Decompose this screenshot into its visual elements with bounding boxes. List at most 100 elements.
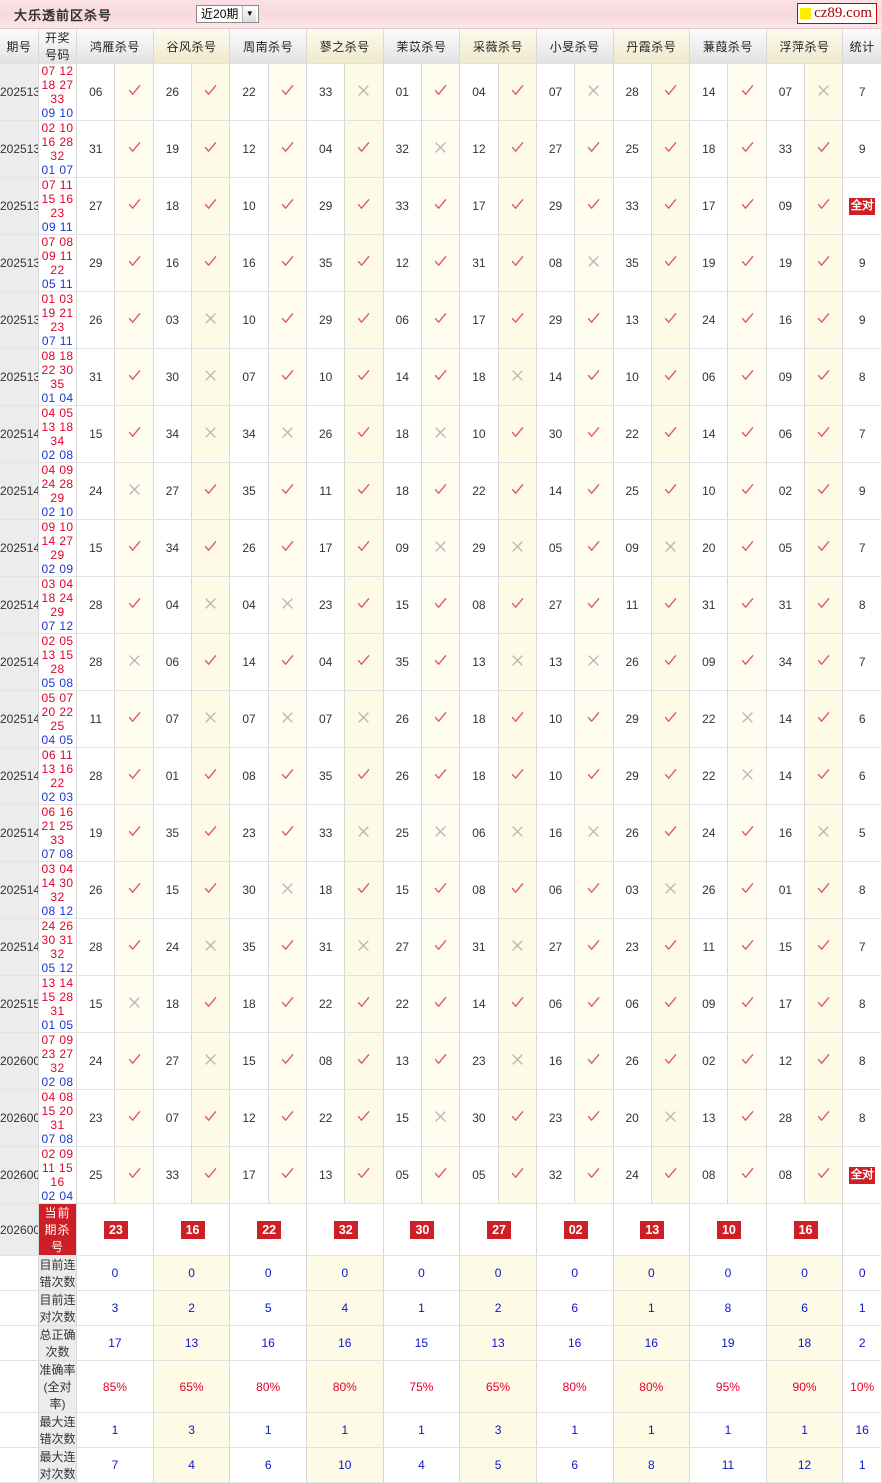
row-winning-numbers: 06 11 13 16 22 02 03 bbox=[38, 747, 78, 805]
kill-number-expert-3: 34 bbox=[229, 405, 269, 463]
page-title: 大乐透前区杀号 bbox=[14, 7, 113, 23]
kill-number-expert-7: 14 bbox=[536, 348, 576, 406]
row-winning-numbers: 09 10 14 27 29 02 09 bbox=[38, 519, 78, 577]
kill-number-expert-6: 08 bbox=[459, 576, 499, 634]
period-select[interactable]: 近20期 ▼ bbox=[196, 5, 260, 23]
result-mark-expert-6 bbox=[498, 234, 537, 292]
miss-cross-icon bbox=[204, 369, 217, 382]
kill-number-expert-9: 06 bbox=[689, 348, 729, 406]
miss-cross-icon bbox=[511, 654, 524, 667]
kill-number-expert-1: 24 bbox=[76, 462, 116, 520]
kill-number-expert-10: 09 bbox=[766, 348, 806, 406]
footer-stat-value-expert-4: 1 bbox=[306, 1412, 384, 1448]
hit-check-icon bbox=[434, 654, 447, 667]
row-winning-numbers: 04 09 24 28 29 02 10 bbox=[38, 462, 78, 520]
hit-check-icon bbox=[664, 768, 677, 781]
kill-number-expert-7: 08 bbox=[536, 234, 576, 292]
kill-number-expert-7: 06 bbox=[536, 975, 576, 1033]
back-area-numbers: 02 04 bbox=[41, 1189, 74, 1203]
hit-check-icon bbox=[204, 768, 217, 781]
front-area-numbers: 13 14 15 28 31 bbox=[41, 976, 74, 1018]
col-header-expert-1: 鸿雁杀号 bbox=[76, 29, 154, 64]
hit-check-icon bbox=[664, 654, 677, 667]
miss-cross-icon bbox=[587, 654, 600, 667]
hit-check-icon bbox=[817, 768, 830, 781]
current-kill-badge: 02 bbox=[563, 1220, 588, 1239]
result-mark-expert-6 bbox=[498, 1146, 537, 1204]
col-header-expert-8: 丹霞杀号 bbox=[613, 29, 691, 64]
hit-check-icon bbox=[664, 255, 677, 268]
footer-stat-value-expert-2: 3 bbox=[153, 1412, 231, 1448]
result-mark-expert-1 bbox=[114, 1032, 154, 1090]
result-mark-expert-5 bbox=[421, 1089, 461, 1147]
miss-cross-icon bbox=[434, 540, 447, 553]
kill-number-expert-8: 25 bbox=[613, 120, 652, 178]
kill-number-expert-3: 12 bbox=[229, 120, 269, 178]
result-mark-expert-2 bbox=[191, 177, 231, 235]
footer-spacer bbox=[0, 1255, 39, 1291]
footer-spacer bbox=[0, 1412, 39, 1448]
hit-check-icon bbox=[587, 768, 600, 781]
back-area-numbers: 02 08 bbox=[41, 448, 74, 462]
footer-stat-value-expert-6: 5 bbox=[459, 1447, 537, 1483]
footer-stat-value-expert-10: 0 bbox=[766, 1255, 844, 1291]
result-mark-expert-10 bbox=[804, 462, 844, 520]
hit-check-icon bbox=[434, 1053, 447, 1066]
kill-number-expert-5: 12 bbox=[383, 234, 422, 292]
kill-number-expert-7: 14 bbox=[536, 462, 576, 520]
hit-check-icon bbox=[128, 369, 141, 382]
result-mark-expert-10 bbox=[804, 804, 844, 862]
kill-number-expert-6: 04 bbox=[459, 63, 499, 121]
hit-check-icon bbox=[511, 882, 524, 895]
kill-number-expert-8: 26 bbox=[613, 804, 652, 862]
result-mark-expert-6 bbox=[498, 291, 537, 349]
row-winning-numbers: 08 18 22 30 35 01 04 bbox=[38, 348, 78, 406]
result-mark-expert-10 bbox=[804, 747, 844, 805]
kill-number-expert-4: 10 bbox=[306, 348, 346, 406]
result-mark-expert-1 bbox=[114, 633, 154, 691]
row-stat: 8 bbox=[842, 348, 882, 406]
col-header-expert-4: 蓼之杀号 bbox=[306, 29, 384, 64]
result-mark-expert-8 bbox=[651, 120, 691, 178]
kill-number-expert-1: 15 bbox=[76, 519, 116, 577]
miss-cross-icon bbox=[817, 84, 830, 97]
hit-check-icon bbox=[511, 426, 524, 439]
kill-number-expert-3: 35 bbox=[229, 462, 269, 520]
footer-stat-value-expert-7: 80% bbox=[536, 1360, 614, 1413]
kill-number-expert-3: 10 bbox=[229, 177, 269, 235]
miss-cross-icon bbox=[434, 426, 447, 439]
hit-check-icon bbox=[128, 597, 141, 610]
result-mark-expert-2 bbox=[191, 747, 231, 805]
kill-number-expert-7: 06 bbox=[536, 861, 576, 919]
result-mark-expert-1 bbox=[114, 519, 154, 577]
table-head: 期号 开奖号码 鸿雁杀号 谷风杀号 周南杀号 蓼之杀号 茉苡杀号 采薇杀号 小旻杀号 丹霞杀号… bbox=[0, 29, 882, 64]
row-period: 2025142 bbox=[0, 519, 39, 577]
site-brand[interactable]: cz89.com bbox=[797, 3, 877, 24]
kill-number-expert-1: 15 bbox=[76, 975, 116, 1033]
col-header-expert-9: 蒹葭杀号 bbox=[689, 29, 767, 64]
kill-number-expert-2: 06 bbox=[153, 633, 193, 691]
col-header-period: 期号 bbox=[0, 29, 39, 64]
hit-check-icon bbox=[817, 654, 830, 667]
kill-number-expert-5: 05 bbox=[383, 1146, 422, 1204]
footer-stat-value-expert-3: 5 bbox=[229, 1290, 307, 1326]
back-area-numbers: 02 10 bbox=[41, 505, 74, 519]
kill-number-expert-1: 27 bbox=[76, 177, 116, 235]
kill-number-expert-4: 22 bbox=[306, 975, 346, 1033]
row-winning-numbers: 07 08 09 11 22 05 11 bbox=[38, 234, 78, 292]
hit-check-icon bbox=[511, 141, 524, 154]
row-stat: 8 bbox=[842, 1032, 882, 1090]
col-header-expert-2: 谷风杀号 bbox=[153, 29, 231, 64]
kill-number-expert-6: 10 bbox=[459, 405, 499, 463]
kill-number-expert-10: 28 bbox=[766, 1089, 806, 1147]
kill-number-expert-5: 32 bbox=[383, 120, 422, 178]
kill-number-expert-7: 30 bbox=[536, 405, 576, 463]
footer-stat-total: 16 bbox=[842, 1412, 882, 1448]
back-area-numbers: 07 08 bbox=[41, 847, 74, 861]
result-mark-expert-10 bbox=[804, 177, 844, 235]
result-mark-expert-6 bbox=[498, 63, 537, 121]
hit-check-icon bbox=[128, 198, 141, 211]
